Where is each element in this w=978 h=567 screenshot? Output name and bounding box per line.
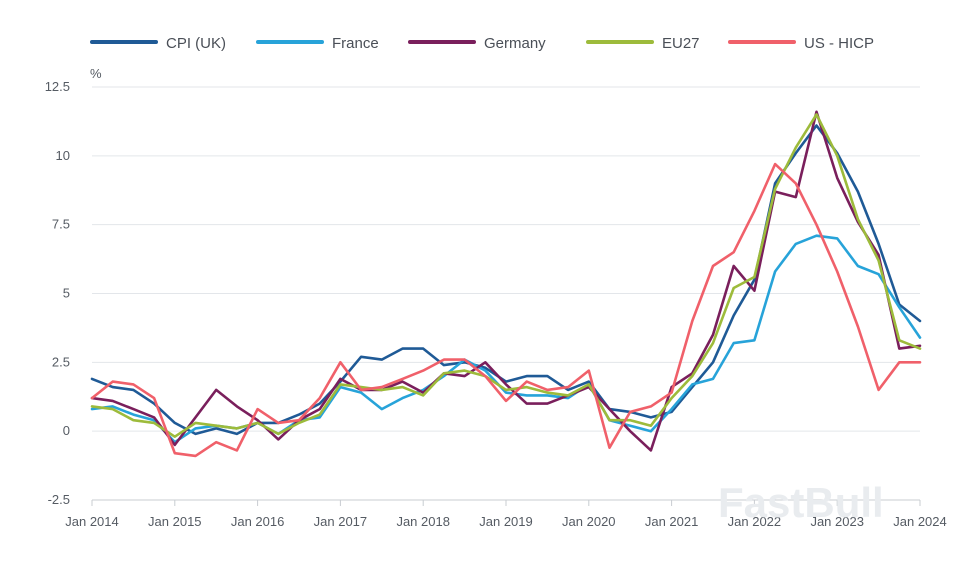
x-tick-label: Jan 2023 bbox=[810, 514, 864, 529]
series-line-france bbox=[90, 234, 922, 444]
x-tick-label: Jan 2024 bbox=[893, 514, 947, 529]
series-line-eu27 bbox=[90, 113, 922, 438]
x-tick-label: Jan 2018 bbox=[396, 514, 450, 529]
x-tick-label: Jan 2021 bbox=[645, 514, 699, 529]
legend-label-germany: Germany bbox=[484, 35, 546, 52]
watermark-text: FastBull bbox=[718, 479, 884, 526]
series-line-cpi-uk bbox=[90, 124, 922, 436]
y-tick-label: 10 bbox=[56, 148, 70, 163]
x-tick-label: Jan 2014 bbox=[65, 514, 119, 529]
x-axis: Jan 2014 Jan 2015 Jan 2016 Jan 2017 Jan 2018… bbox=[65, 499, 947, 529]
y-tick-label: 0 bbox=[63, 423, 70, 438]
y-tick-label: 2.5 bbox=[52, 354, 70, 369]
x-tick-label: Jan 2022 bbox=[728, 514, 782, 529]
legend-label-us-hicp: US - HICP bbox=[804, 35, 874, 52]
y-axis-unit-label: % bbox=[90, 66, 102, 81]
legend-label-cpi-uk: CPI (UK) bbox=[166, 35, 226, 52]
series-line-us-hicp bbox=[90, 162, 922, 458]
series-line-germany bbox=[90, 110, 922, 452]
x-tick-label: Jan 2019 bbox=[479, 514, 533, 529]
legend-label-france: France bbox=[332, 35, 379, 52]
legend-label-eu27: EU27 bbox=[662, 35, 700, 52]
x-tick-label: Jan 2017 bbox=[314, 514, 368, 529]
y-tick-label: 5 bbox=[63, 286, 70, 301]
y-tick-label: -2.5 bbox=[48, 492, 70, 507]
y-axis: -2.5 0 2.5 5 7.5 10 12.5 bbox=[45, 79, 70, 507]
x-tick-label: Jan 2015 bbox=[148, 514, 202, 529]
series-lines bbox=[90, 110, 922, 458]
x-tick-label: Jan 2020 bbox=[562, 514, 616, 529]
y-tick-label: 7.5 bbox=[52, 217, 70, 232]
x-tick-label: Jan 2016 bbox=[231, 514, 285, 529]
legend: CPI (UK) France Germany EU27 US - HICP bbox=[90, 35, 874, 52]
y-tick-label: 12.5 bbox=[45, 79, 70, 94]
